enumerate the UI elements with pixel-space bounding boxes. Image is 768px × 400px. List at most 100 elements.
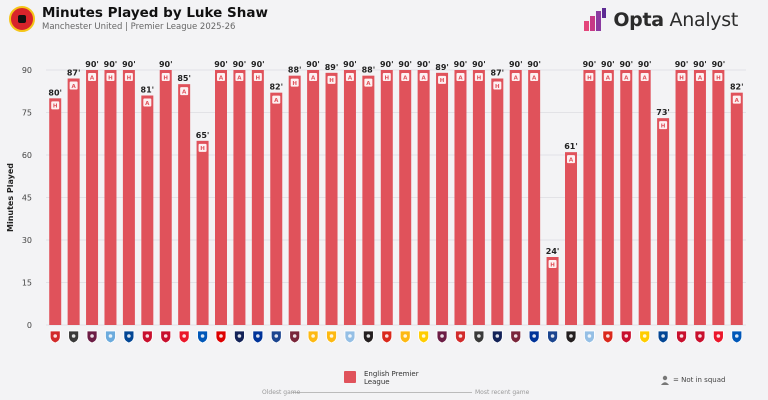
brentford-badge-icon bbox=[620, 330, 632, 344]
fulham-badge-icon bbox=[68, 330, 80, 344]
brentford-badge-icon bbox=[141, 330, 153, 344]
y-tick-label: 90 bbox=[22, 66, 32, 75]
bournemouth-badge-icon bbox=[602, 330, 614, 344]
y-tick-label: 15 bbox=[22, 279, 32, 288]
wolves-badge-icon bbox=[307, 330, 319, 344]
data-label: 88' bbox=[288, 66, 302, 75]
data-label: 90' bbox=[693, 60, 707, 69]
bar bbox=[215, 70, 227, 325]
data-label: 89' bbox=[325, 63, 339, 72]
bar bbox=[159, 70, 172, 325]
bar bbox=[528, 70, 541, 325]
data-label: 90' bbox=[251, 60, 265, 69]
y-tick-label: 30 bbox=[22, 236, 32, 245]
most-recent-game-label: Most recent game bbox=[475, 389, 530, 396]
venue-label: A bbox=[366, 81, 371, 87]
bar bbox=[657, 118, 670, 326]
crystal-palace-badge-icon bbox=[270, 330, 282, 344]
venue-label: A bbox=[90, 75, 95, 81]
arsenal-badge-icon bbox=[455, 330, 466, 344]
data-label: 90' bbox=[509, 60, 523, 69]
venue-badge bbox=[51, 101, 60, 110]
venue-badge bbox=[382, 73, 391, 81]
bar bbox=[122, 70, 135, 325]
venue-badge bbox=[161, 73, 170, 81]
data-label: 87' bbox=[491, 69, 505, 78]
venue-label: H bbox=[679, 75, 684, 81]
bournemouth-badge-icon bbox=[381, 330, 393, 344]
venue-label: A bbox=[145, 101, 150, 107]
opta-logo-icon bbox=[584, 8, 607, 31]
data-label: 24' bbox=[546, 247, 560, 256]
venue-label: H bbox=[292, 81, 297, 87]
venue-label: H bbox=[716, 75, 721, 81]
y-tick-label: 60 bbox=[22, 151, 32, 160]
venue-badge bbox=[401, 73, 410, 81]
bar bbox=[454, 70, 467, 325]
data-label: 80' bbox=[48, 88, 62, 97]
venue-badge bbox=[695, 73, 704, 81]
venue-label: A bbox=[698, 75, 703, 81]
venue-badge bbox=[290, 78, 299, 87]
brighton-badge-icon bbox=[197, 330, 208, 344]
data-label: 90' bbox=[712, 60, 726, 69]
venue-label: H bbox=[256, 75, 261, 81]
data-label: 90' bbox=[619, 60, 633, 69]
bar bbox=[67, 78, 80, 325]
venue-label: H bbox=[661, 123, 666, 129]
bar bbox=[343, 70, 356, 325]
crystal-palace-badge-icon bbox=[547, 330, 558, 344]
venue-badge bbox=[493, 81, 502, 90]
chelsea-badge-icon bbox=[123, 330, 135, 344]
data-label: 90' bbox=[306, 60, 320, 69]
data-label: 90' bbox=[85, 60, 99, 69]
venue-label: H bbox=[53, 104, 58, 110]
venue-badge bbox=[272, 95, 281, 104]
bar bbox=[491, 78, 504, 325]
data-label: 65' bbox=[196, 131, 210, 140]
venue-label: H bbox=[495, 84, 500, 90]
bar bbox=[399, 70, 412, 325]
not-in-squad-label: = Not in squad bbox=[673, 376, 726, 384]
bar bbox=[436, 72, 449, 325]
venue-badge bbox=[364, 78, 373, 87]
venue-badge bbox=[548, 260, 557, 268]
venue-label: H bbox=[384, 75, 389, 81]
data-label: 90' bbox=[675, 60, 689, 69]
venue-label: H bbox=[477, 75, 482, 81]
bar bbox=[546, 257, 559, 325]
venue-label: A bbox=[219, 75, 224, 81]
venue-label: A bbox=[403, 75, 408, 81]
venue-label: A bbox=[274, 98, 279, 104]
venue-badge bbox=[143, 98, 152, 107]
data-label: 82' bbox=[730, 83, 744, 92]
bar bbox=[178, 84, 191, 326]
bar bbox=[141, 95, 154, 325]
data-label: 90' bbox=[638, 60, 652, 69]
bar bbox=[730, 92, 743, 326]
venue-label: A bbox=[569, 157, 574, 163]
data-label: 90' bbox=[380, 60, 394, 69]
bar bbox=[638, 70, 651, 325]
bar bbox=[104, 70, 117, 325]
data-label: 82' bbox=[269, 83, 283, 92]
aston-villa-badge-icon bbox=[344, 330, 356, 344]
venue-badge bbox=[640, 73, 649, 81]
venue-label: H bbox=[440, 78, 445, 84]
manchester-united-crest-icon bbox=[9, 6, 35, 32]
data-label: 90' bbox=[122, 60, 136, 69]
venue-badge bbox=[456, 73, 465, 81]
data-label: 90' bbox=[472, 60, 486, 69]
leeds-badge-icon bbox=[418, 330, 430, 344]
venue-badge bbox=[677, 73, 686, 81]
data-label: 73' bbox=[656, 108, 670, 117]
data-label: 87' bbox=[67, 69, 81, 78]
sunderland-badge-icon bbox=[178, 330, 190, 344]
venue-badge bbox=[603, 73, 612, 81]
burnley-badge-icon bbox=[436, 330, 448, 344]
y-tick-label: 0 bbox=[27, 321, 32, 330]
bar bbox=[307, 70, 320, 325]
bar bbox=[288, 75, 301, 326]
venue-badge bbox=[345, 73, 354, 81]
y-tick-label: 45 bbox=[22, 194, 32, 203]
